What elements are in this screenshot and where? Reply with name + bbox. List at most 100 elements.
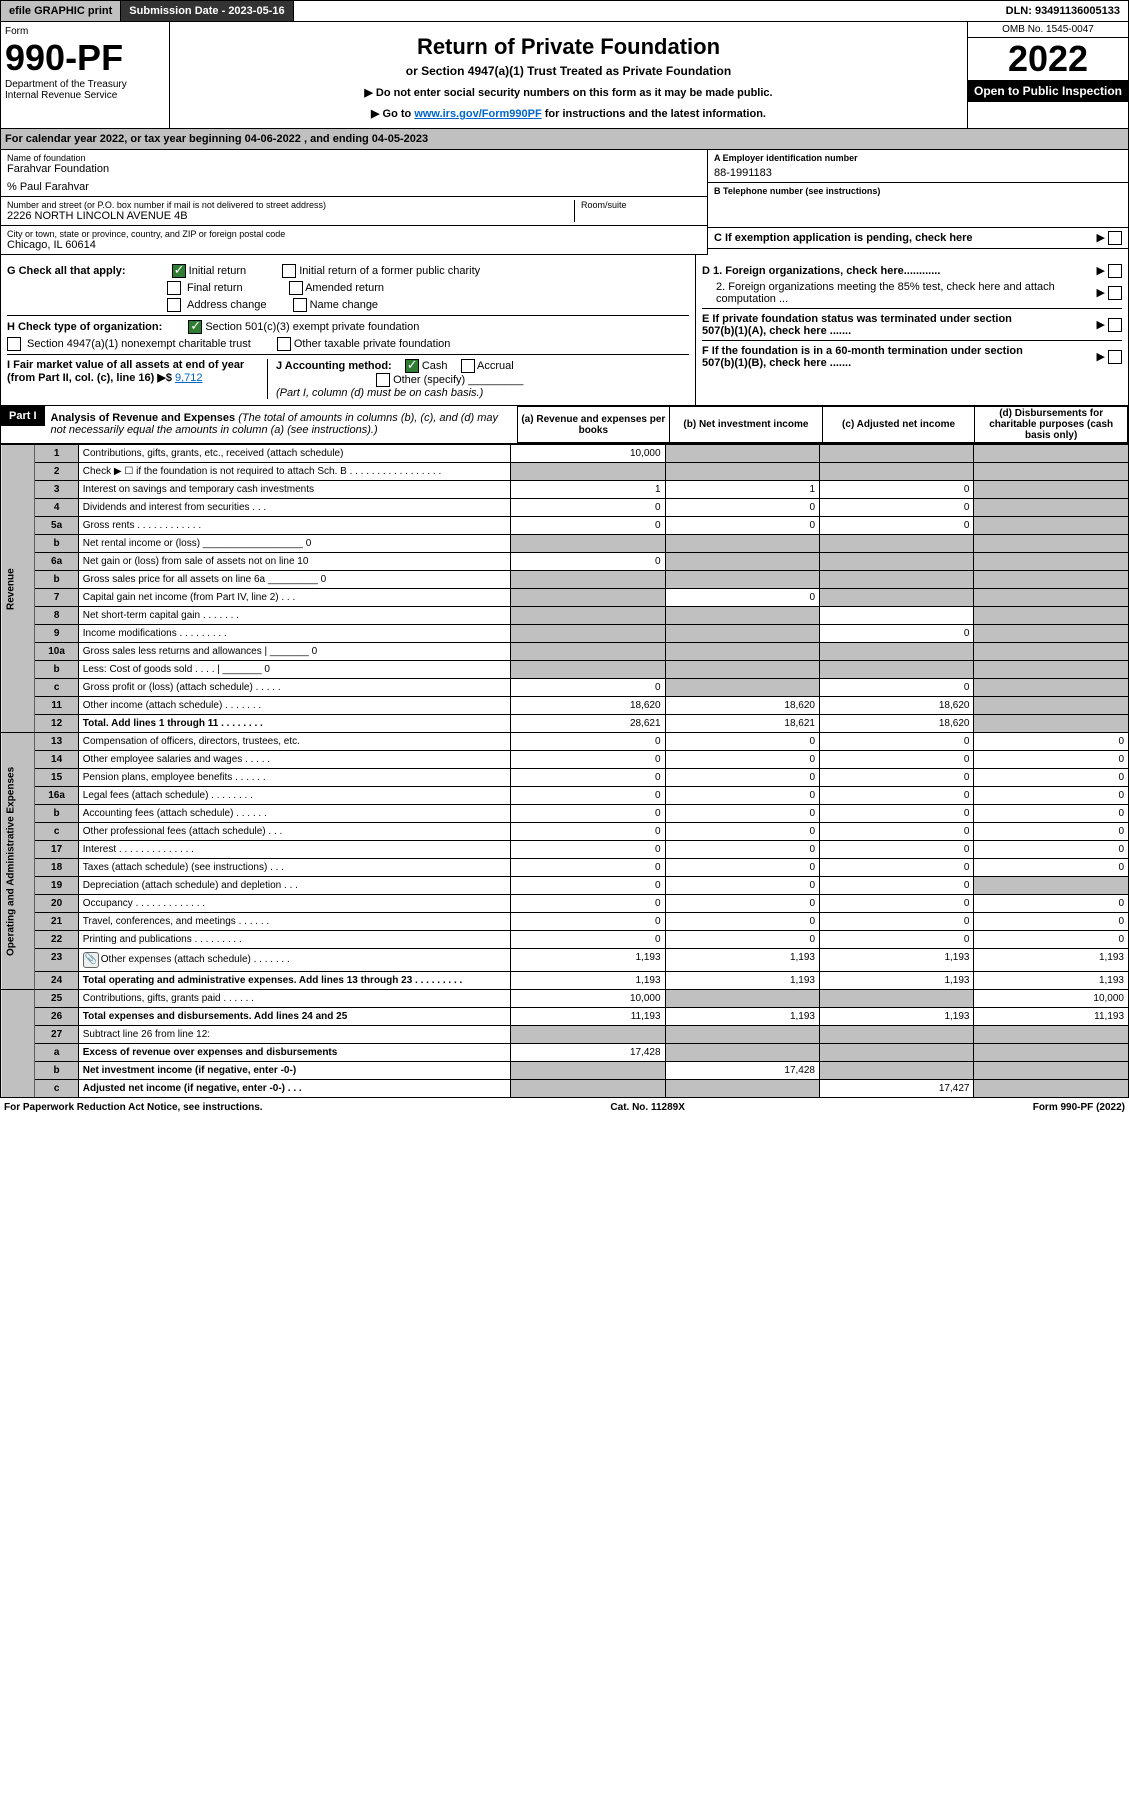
4947-checkbox[interactable] [7,337,21,351]
amount-cell: 0 [974,823,1129,841]
row-number: 13 [35,733,78,751]
table-row: 8Net short-term capital gain . . . . . .… [1,607,1129,625]
amount-cell [974,625,1129,643]
row-number: 17 [35,841,78,859]
amount-cell [974,481,1129,499]
row-description: Contributions, gifts, grants paid . . . … [78,990,510,1008]
amount-cell [665,535,819,553]
table-row: 7Capital gain net income (from Part IV, … [1,589,1129,607]
col-b-header: (b) Net investment income [670,407,823,443]
submission-date: Submission Date - 2023-05-16 [121,1,293,21]
row-description: Other employee salaries and wages . . . … [78,751,510,769]
amended-checkbox[interactable] [289,281,303,295]
row-number: 14 [35,751,78,769]
row-description: Printing and publications . . . . . . . … [78,931,510,949]
amount-cell: 0 [511,877,665,895]
final-return-checkbox[interactable] [167,281,181,295]
amount-cell [665,661,819,679]
table-row: bNet rental income or (loss) ___________… [1,535,1129,553]
amount-cell [665,1044,819,1062]
amount-cell: 0 [820,499,974,517]
f-checkbox[interactable] [1108,350,1122,364]
f-label: F If the foundation is in a 60-month ter… [702,345,1042,369]
form-title: Return of Private Foundation [178,34,959,60]
row-description: Subtract line 26 from line 12: [78,1026,510,1044]
amount-cell [974,715,1129,733]
table-row: 10aGross sales less returns and allowanc… [1,643,1129,661]
amount-cell: 10,000 [511,990,665,1008]
row-number: c [35,1080,78,1098]
initial-return-checkbox[interactable] [172,264,186,278]
row-number: 20 [35,895,78,913]
expenses-sidebar: Operating and Administrative Expenses [1,733,35,990]
name-change-checkbox[interactable] [293,298,307,312]
row-number: 18 [35,859,78,877]
amount-cell [820,607,974,625]
table-row: 11Other income (attach schedule) . . . .… [1,697,1129,715]
amount-cell [974,535,1129,553]
row-number: b [35,661,78,679]
col-a-header: (a) Revenue and expenses per books [517,407,670,443]
amount-cell [820,445,974,463]
table-row: cGross profit or (loss) (attach schedule… [1,679,1129,697]
amount-cell [974,607,1129,625]
table-row: 23📎Other expenses (attach schedule) . . … [1,949,1129,972]
top-bar: efile GRAPHIC print Submission Date - 20… [0,0,1129,22]
e-label: E If private foundation status was termi… [702,313,1042,337]
amount-cell: 0 [511,787,665,805]
amount-cell: 0 [820,931,974,949]
amount-cell [820,589,974,607]
irs-link[interactable]: www.irs.gov/Form990PF [414,108,541,120]
table-row: 20Occupancy . . . . . . . . . . . . .000… [1,895,1129,913]
amount-cell: 0 [511,931,665,949]
d2-checkbox[interactable] [1108,286,1122,300]
amount-cell: 18,620 [511,697,665,715]
amount-cell: 0 [511,859,665,877]
amount-cell [974,571,1129,589]
attachment-icon[interactable]: 📎 [83,952,99,968]
other-method-checkbox[interactable] [376,373,390,387]
row-number: 19 [35,877,78,895]
amount-cell: 1,193 [820,949,974,972]
accrual-checkbox[interactable] [461,359,475,373]
table-row: 18Taxes (attach schedule) (see instructi… [1,859,1129,877]
amount-cell: 0 [665,751,819,769]
c-checkbox[interactable] [1108,231,1122,245]
amount-cell: 1,193 [974,972,1129,990]
addr: 2226 NORTH LINCOLN AVENUE 4B [7,210,574,222]
table-row: 12Total. Add lines 1 through 11 . . . . … [1,715,1129,733]
amount-cell: 0 [974,787,1129,805]
row-description: Excess of revenue over expenses and disb… [78,1044,510,1062]
amount-cell: 17,428 [511,1044,665,1062]
amount-cell [511,661,665,679]
part1-title: Analysis of Revenue and Expenses [51,412,236,424]
row-number: 11 [35,697,78,715]
table-row: cOther professional fees (attach schedul… [1,823,1129,841]
amount-cell: 18,620 [820,697,974,715]
amount-cell: 0 [665,805,819,823]
row-number: 27 [35,1026,78,1044]
amount-cell: 0 [974,859,1129,877]
other-taxable-checkbox[interactable] [277,337,291,351]
amount-cell: 0 [665,517,819,535]
e-checkbox[interactable] [1108,318,1122,332]
amount-cell: 0 [511,841,665,859]
table-row: 25Contributions, gifts, grants paid . . … [1,990,1129,1008]
amount-cell: 17,427 [820,1080,974,1098]
row-description: Gross rents . . . . . . . . . . . . [78,517,510,535]
revenue-expense-table: Revenue1Contributions, gifts, grants, et… [0,444,1129,1098]
amount-cell [820,1062,974,1080]
501c3-checkbox[interactable] [188,320,202,334]
row-description: Other professional fees (attach schedule… [78,823,510,841]
amount-cell: 0 [511,499,665,517]
amount-cell [820,535,974,553]
initial-former-checkbox[interactable] [282,264,296,278]
amount-cell [665,990,819,1008]
cash-checkbox[interactable] [405,359,419,373]
amount-cell [820,643,974,661]
row-description: Gross profit or (loss) (attach schedule)… [78,679,510,697]
addr-change-checkbox[interactable] [167,298,181,312]
amount-cell: 0 [820,733,974,751]
d1-checkbox[interactable] [1108,264,1122,278]
amount-cell [511,571,665,589]
